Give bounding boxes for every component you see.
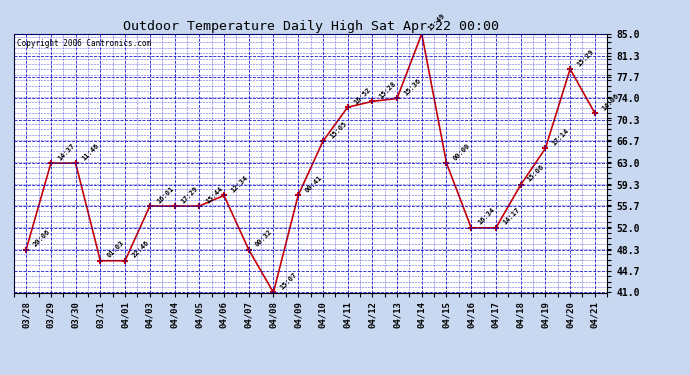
Text: 16:52: 16:52: [353, 86, 373, 105]
Text: 20:06: 20:06: [32, 228, 51, 248]
Text: 00:00: 00:00: [452, 142, 471, 161]
Text: Copyright 2006 Cantronics.com: Copyright 2006 Cantronics.com: [17, 39, 151, 48]
Text: 11:46: 11:46: [81, 142, 101, 161]
Text: 15:44: 15:44: [205, 185, 224, 204]
Text: 15:07: 15:07: [279, 272, 298, 291]
Text: 16:34: 16:34: [477, 207, 496, 226]
Text: 16:01: 16:01: [155, 185, 175, 204]
Text: 15:28: 15:28: [378, 80, 397, 100]
Text: 00:32: 00:32: [254, 228, 273, 248]
Text: 15:36: 15:36: [402, 77, 422, 97]
Text: 22:46: 22:46: [130, 240, 150, 259]
Text: 15:29: 15:29: [575, 48, 595, 67]
Text: 12:34: 12:34: [230, 174, 249, 194]
Text: 01:03: 01:03: [106, 240, 125, 259]
Text: 15:06: 15:06: [526, 164, 546, 183]
Text: 17:14: 17:14: [551, 128, 570, 147]
Text: 14:37: 14:37: [57, 142, 76, 161]
Text: 15:05: 15:05: [328, 120, 348, 140]
Title: Outdoor Temperature Daily High Sat Apr 22 00:00: Outdoor Temperature Daily High Sat Apr 2…: [123, 20, 498, 33]
Text: 14:17: 14:17: [502, 207, 521, 226]
Text: 17:29: 17:29: [180, 185, 199, 204]
Text: 14:06: 14:06: [600, 92, 620, 111]
Text: 15:49: 15:49: [427, 13, 446, 32]
Text: 00:41: 00:41: [304, 174, 323, 194]
